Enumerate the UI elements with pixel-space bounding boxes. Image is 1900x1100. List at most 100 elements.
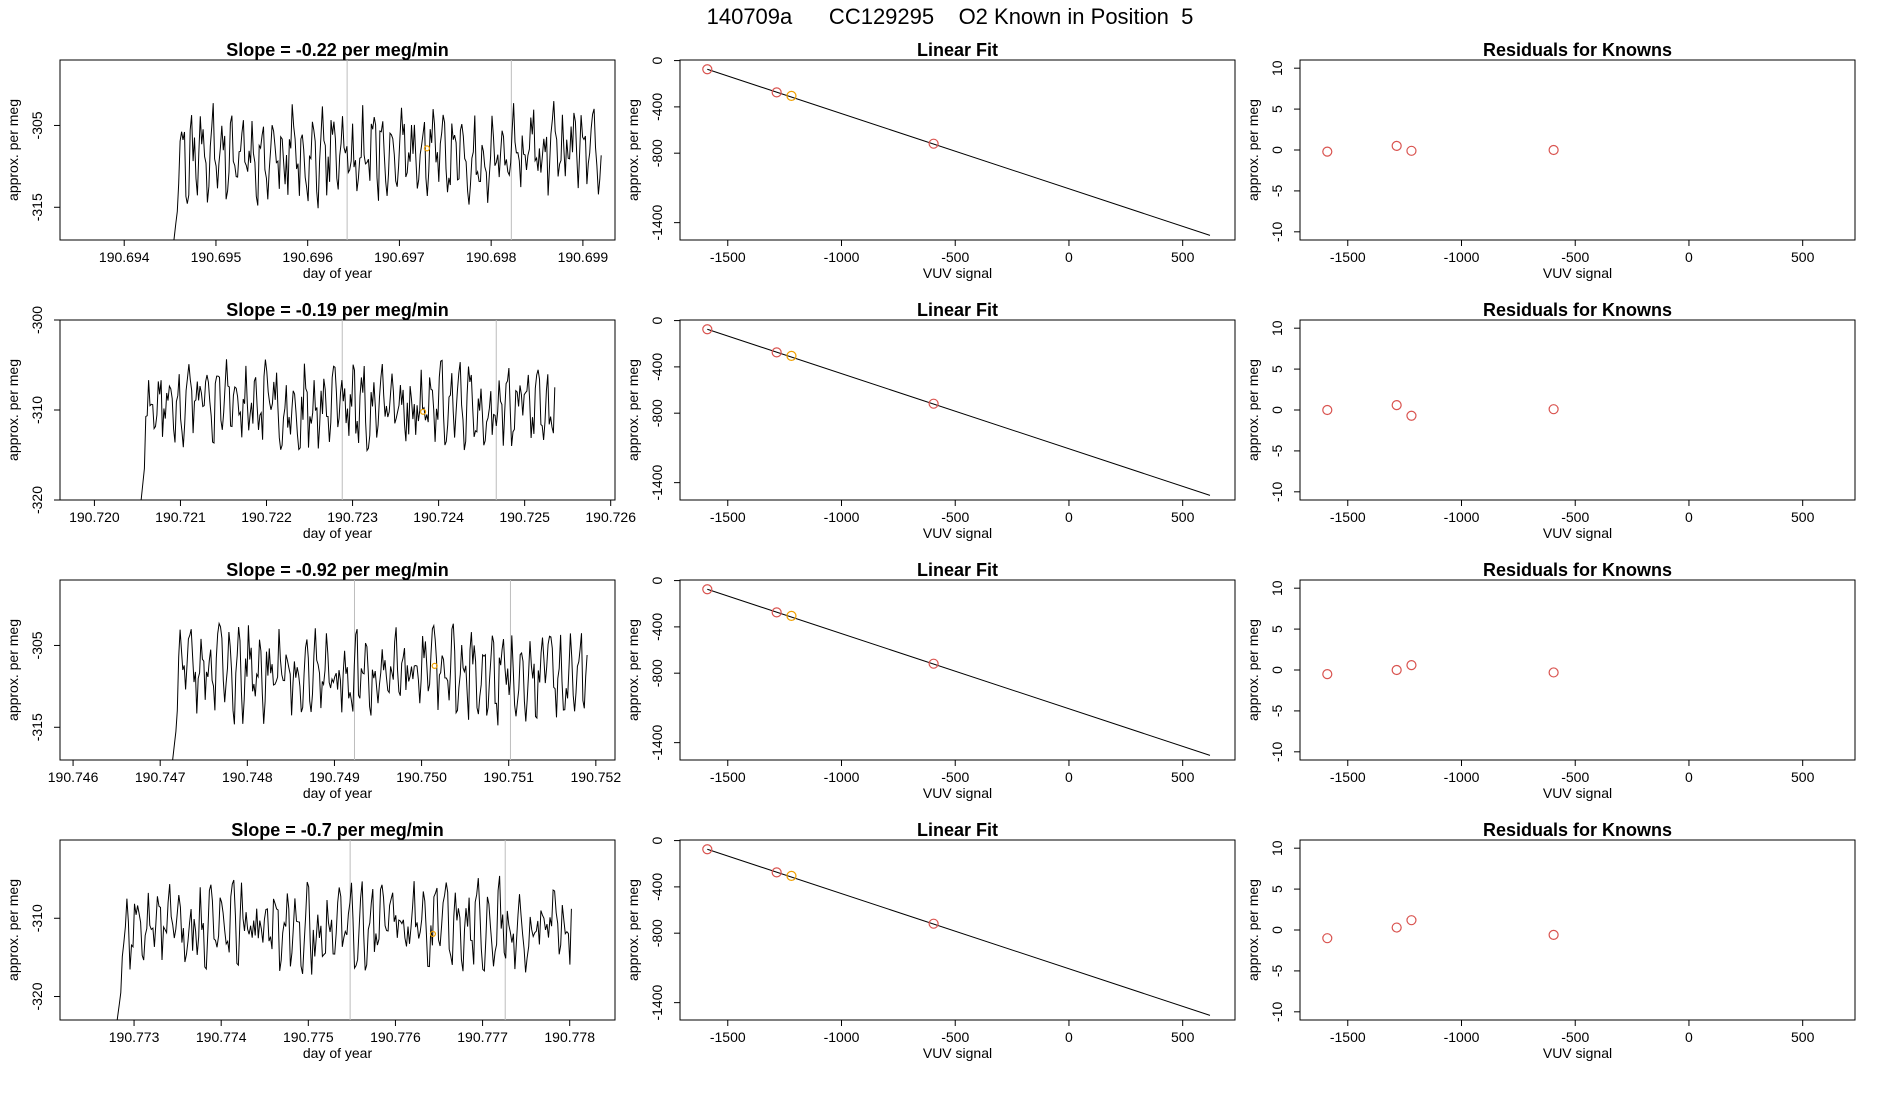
panel-grid: Slope = -0.22 per meg/min 190.694 190.695 1… bbox=[5, 40, 1856, 1061]
plot-data bbox=[172, 580, 588, 760]
panel-r2-c1: Slope = -0.19 per meg/min 190.720 190.721 1… bbox=[5, 300, 636, 541]
y-axis-label: approx. per meg bbox=[625, 619, 641, 721]
y-tick-label: -305 bbox=[29, 631, 45, 659]
highlight-marker bbox=[431, 662, 438, 670]
y-axis-label: approx. per meg bbox=[1245, 359, 1261, 461]
data-point bbox=[1548, 404, 1559, 415]
x-tick-label: -1500 bbox=[710, 249, 746, 265]
x-tick-label: -500 bbox=[1561, 249, 1589, 265]
x-tick-label: -1500 bbox=[1330, 769, 1366, 785]
x-tick-label: 190.698 bbox=[466, 249, 517, 265]
y-axis-label: approx. per meg bbox=[625, 879, 641, 981]
x-tick-label: 500 bbox=[1171, 769, 1195, 785]
data-point bbox=[928, 138, 939, 149]
x-tick-label: 500 bbox=[1791, 509, 1815, 525]
highlight-marker bbox=[429, 930, 437, 938]
x-tick-label: 190.723 bbox=[327, 509, 378, 525]
x-tick-label: 190.699 bbox=[558, 249, 609, 265]
figure-title: 140709a CC129295 O2 Known in Position 5 bbox=[707, 4, 1194, 29]
fit-line bbox=[707, 328, 1211, 496]
y-tick-label: -400 bbox=[649, 873, 665, 901]
y-tick-label: -400 bbox=[649, 93, 665, 121]
y-tick-label: -800 bbox=[649, 659, 665, 687]
x-tick-label: -500 bbox=[1561, 509, 1589, 525]
data-point bbox=[1322, 404, 1333, 416]
panel-r4-c2: Linear Fit -1500 -1000 -500 0 500 VUV signal 0 -… bbox=[625, 820, 1236, 1061]
y-tick-label: 0 bbox=[1269, 666, 1285, 674]
y-tick-label: -10 bbox=[1269, 741, 1285, 761]
panel-r2-c3: Residuals for Knowns -1500 -1000 -500 0 500 VU… bbox=[1245, 300, 1856, 541]
y-axis-label: approx. per meg bbox=[625, 99, 641, 201]
panel-title: Residuals for Knowns bbox=[1483, 300, 1672, 320]
y-tick-label: -315 bbox=[29, 713, 45, 741]
panel-r4-c1: Slope = -0.7 per meg/min 190.773 190.774 19… bbox=[5, 820, 616, 1061]
x-tick-label: 500 bbox=[1171, 509, 1195, 525]
y-tick-label: -310 bbox=[29, 904, 45, 932]
highlight-marker bbox=[423, 145, 431, 152]
y-tick-label: -320 bbox=[29, 982, 45, 1010]
x-axis-label: VUV signal bbox=[1543, 785, 1612, 801]
y-tick-label: -10 bbox=[1269, 481, 1285, 501]
x-tick-label: 190.751 bbox=[483, 769, 534, 785]
x-tick-label: 190.777 bbox=[457, 1029, 508, 1045]
x-axis-label: VUV signal bbox=[923, 265, 992, 281]
x-tick-label: -1500 bbox=[1330, 1029, 1366, 1045]
y-tick-label: -5 bbox=[1269, 704, 1285, 717]
plot-frame bbox=[679, 59, 1236, 241]
y-axis-label: approx. per meg bbox=[5, 99, 21, 201]
y-axis-label: approx. per meg bbox=[1245, 879, 1261, 981]
x-axis-label: VUV signal bbox=[1543, 525, 1612, 541]
x-tick-label: 500 bbox=[1791, 1029, 1815, 1045]
x-axis-label: VUV signal bbox=[923, 1045, 992, 1061]
y-tick-label: -800 bbox=[649, 399, 665, 427]
x-tick-label: 0 bbox=[1065, 769, 1073, 785]
plot-data bbox=[702, 324, 1211, 496]
panel-title: Linear Fit bbox=[917, 560, 998, 580]
x-tick-label: 0 bbox=[1685, 769, 1693, 785]
y-tick-label: -10 bbox=[1269, 221, 1285, 241]
plot-frame bbox=[59, 59, 616, 241]
y-axis-label: approx. per meg bbox=[1245, 619, 1261, 721]
plot-frame bbox=[1299, 839, 1856, 1021]
x-tick-label: 190.774 bbox=[196, 1029, 247, 1045]
plot-data bbox=[702, 584, 1211, 756]
x-axis-label: day of year bbox=[303, 1045, 373, 1061]
y-tick-label: -5 bbox=[1269, 184, 1285, 197]
y-tick-label: 5 bbox=[1269, 105, 1285, 113]
y-tick-label: -800 bbox=[649, 919, 665, 947]
y-tick-label: 0 bbox=[649, 576, 665, 584]
fit-line bbox=[707, 588, 1211, 756]
y-tick-label: -315 bbox=[29, 193, 45, 221]
highlight-marker bbox=[420, 408, 427, 415]
y-tick-label: -800 bbox=[649, 139, 665, 167]
x-tick-label: 190.746 bbox=[48, 769, 99, 785]
y-tick-label: 0 bbox=[1269, 146, 1285, 154]
panel-title: Slope = -0.7 per meg/min bbox=[231, 820, 444, 840]
plot-data bbox=[1322, 659, 1559, 680]
panel-r3-c3: Residuals for Knowns -1500 -1000 -500 0 500 VU… bbox=[1245, 560, 1856, 801]
panel-title: Linear Fit bbox=[917, 40, 998, 60]
panel-r1-c2: Linear Fit -1500 -1000 -500 0 500 VUV signal 0 -… bbox=[625, 40, 1236, 281]
data-point bbox=[702, 844, 713, 855]
x-tick-label: -1500 bbox=[710, 769, 746, 785]
y-tick-label: 10 bbox=[1269, 840, 1285, 856]
x-tick-label: -500 bbox=[941, 769, 969, 785]
data-point bbox=[1322, 933, 1333, 944]
y-tick-label: -300 bbox=[29, 306, 45, 334]
x-tick-label: 190.747 bbox=[135, 769, 186, 785]
y-tick-label: 5 bbox=[1269, 365, 1285, 373]
data-point bbox=[1391, 922, 1402, 933]
data-point bbox=[702, 324, 713, 335]
y-tick-label: 0 bbox=[649, 316, 665, 324]
y-tick-label: 0 bbox=[1269, 406, 1285, 414]
data-point bbox=[771, 347, 782, 358]
x-tick-label: 500 bbox=[1171, 249, 1195, 265]
data-point bbox=[1548, 929, 1559, 941]
data-point bbox=[1406, 659, 1417, 671]
x-tick-label: 190.696 bbox=[282, 249, 333, 265]
y-tick-label: 10 bbox=[1269, 60, 1285, 76]
x-tick-label: -500 bbox=[941, 1029, 969, 1045]
x-tick-label: -1500 bbox=[1330, 509, 1366, 525]
y-tick-label: 0 bbox=[649, 836, 665, 844]
x-axis-label: VUV signal bbox=[1543, 1045, 1612, 1061]
